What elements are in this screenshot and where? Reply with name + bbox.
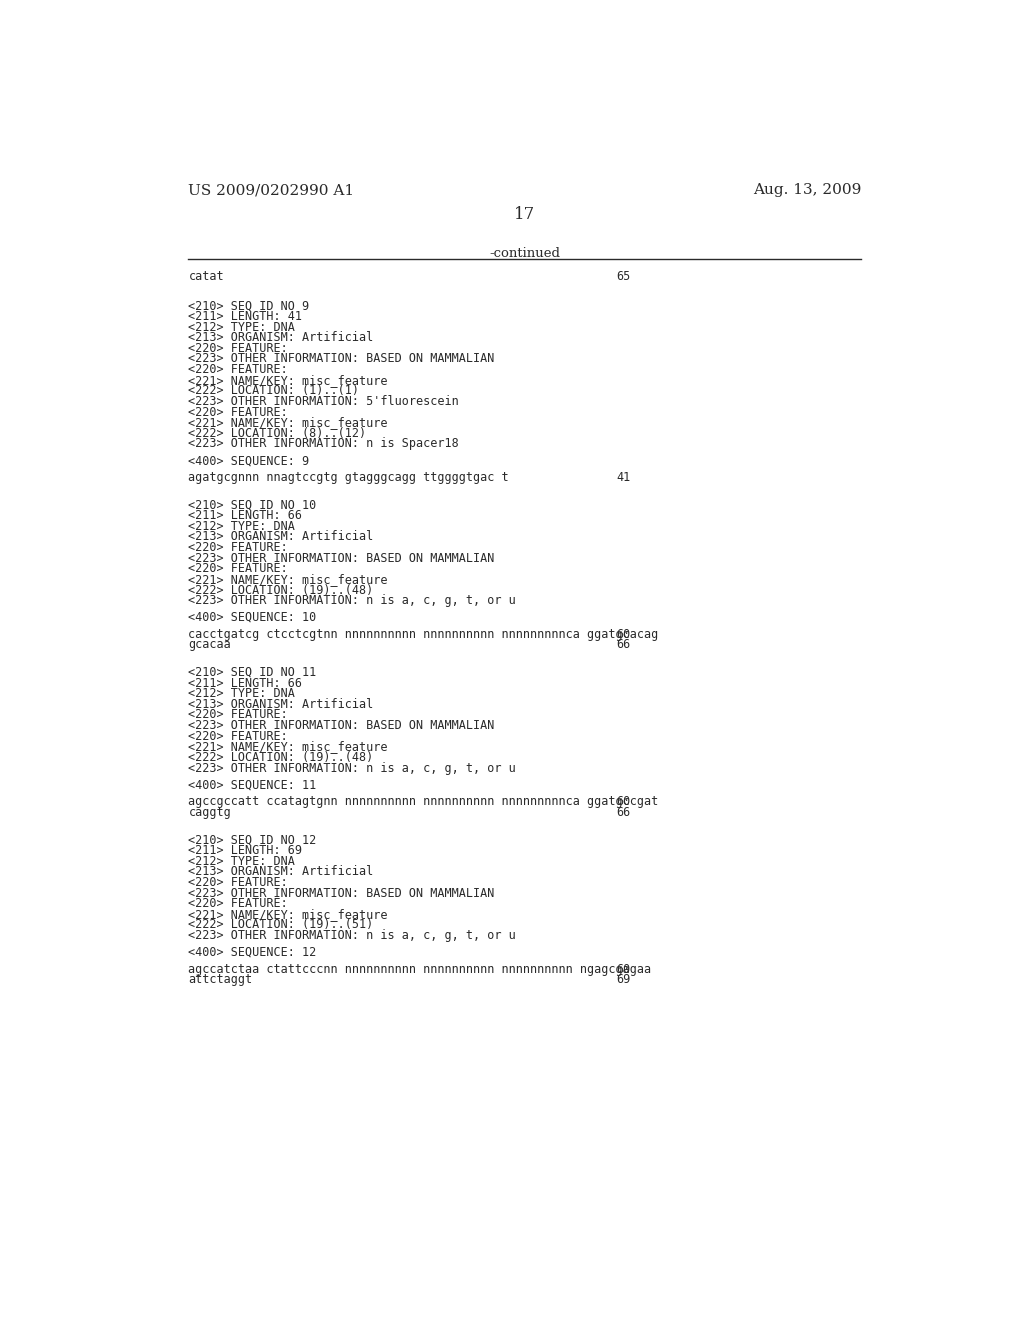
Text: <223> OTHER INFORMATION: n is a, c, g, t, or u: <223> OTHER INFORMATION: n is a, c, g, t… — [188, 929, 516, 942]
Text: <221> NAME/KEY: misc_feature: <221> NAME/KEY: misc_feature — [188, 908, 388, 921]
Text: <221> NAME/KEY: misc_feature: <221> NAME/KEY: misc_feature — [188, 416, 388, 429]
Text: 69: 69 — [616, 973, 631, 986]
Text: caggtg: caggtg — [188, 805, 231, 818]
Text: 65: 65 — [616, 271, 631, 282]
Text: <212> TYPE: DNA: <212> TYPE: DNA — [188, 321, 295, 334]
Text: <220> FEATURE:: <220> FEATURE: — [188, 709, 288, 722]
Text: US 2009/0202990 A1: US 2009/0202990 A1 — [188, 183, 354, 197]
Text: <211> LENGTH: 69: <211> LENGTH: 69 — [188, 843, 302, 857]
Text: <210> SEQ ID NO 9: <210> SEQ ID NO 9 — [188, 300, 309, 313]
Text: <212> TYPE: DNA: <212> TYPE: DNA — [188, 520, 295, 533]
Text: <210> SEQ ID NO 11: <210> SEQ ID NO 11 — [188, 667, 316, 678]
Text: agccatctaa ctattcccnn nnnnnnnnnn nnnnnnnnnn nnnnnnnnnn ngagcgagaa: agccatctaa ctattcccnn nnnnnnnnnn nnnnnnn… — [188, 962, 651, 975]
Text: <223> OTHER INFORMATION: n is a, c, g, t, or u: <223> OTHER INFORMATION: n is a, c, g, t… — [188, 594, 516, 607]
Text: <400> SEQUENCE: 12: <400> SEQUENCE: 12 — [188, 946, 316, 958]
Text: 66: 66 — [616, 805, 631, 818]
Text: <223> OTHER INFORMATION: BASED ON MAMMALIAN: <223> OTHER INFORMATION: BASED ON MAMMAL… — [188, 352, 495, 366]
Text: 17: 17 — [514, 206, 536, 223]
Text: <222> LOCATION: (19)..(48): <222> LOCATION: (19)..(48) — [188, 751, 374, 764]
Text: <223> OTHER INFORMATION: BASED ON MAMMALIAN: <223> OTHER INFORMATION: BASED ON MAMMAL… — [188, 552, 495, 565]
Text: <213> ORGANISM: Artificial: <213> ORGANISM: Artificial — [188, 865, 374, 878]
Text: <223> OTHER INFORMATION: BASED ON MAMMALIAN: <223> OTHER INFORMATION: BASED ON MAMMAL… — [188, 719, 495, 733]
Text: Aug. 13, 2009: Aug. 13, 2009 — [753, 183, 861, 197]
Text: <220> FEATURE:: <220> FEATURE: — [188, 405, 288, 418]
Text: attctaggt: attctaggt — [188, 973, 253, 986]
Text: <222> LOCATION: (19)..(48): <222> LOCATION: (19)..(48) — [188, 583, 374, 597]
Text: <222> LOCATION: (1)..(1): <222> LOCATION: (1)..(1) — [188, 384, 359, 397]
Text: 60: 60 — [616, 962, 631, 975]
Text: <220> FEATURE:: <220> FEATURE: — [188, 730, 288, 743]
Text: gcacaa: gcacaa — [188, 639, 231, 651]
Text: <222> LOCATION: (19)..(51): <222> LOCATION: (19)..(51) — [188, 919, 374, 932]
Text: <221> NAME/KEY: misc_feature: <221> NAME/KEY: misc_feature — [188, 374, 388, 387]
Text: 41: 41 — [616, 471, 631, 484]
Text: <213> ORGANISM: Artificial: <213> ORGANISM: Artificial — [188, 698, 374, 711]
Text: <400> SEQUENCE: 9: <400> SEQUENCE: 9 — [188, 454, 309, 467]
Text: <210> SEQ ID NO 10: <210> SEQ ID NO 10 — [188, 499, 316, 512]
Text: <221> NAME/KEY: misc_feature: <221> NAME/KEY: misc_feature — [188, 741, 388, 754]
Text: <220> FEATURE:: <220> FEATURE: — [188, 363, 288, 376]
Text: <220> FEATURE:: <220> FEATURE: — [188, 342, 288, 355]
Text: cacctgatcg ctcctcgtnn nnnnnnnnnn nnnnnnnnnn nnnnnnnnnca ggatgcacag: cacctgatcg ctcctcgtnn nnnnnnnnnn nnnnnnn… — [188, 628, 658, 640]
Text: <220> FEATURE:: <220> FEATURE: — [188, 898, 288, 909]
Text: <213> ORGANISM: Artificial: <213> ORGANISM: Artificial — [188, 531, 374, 544]
Text: <222> LOCATION: (8)..(12): <222> LOCATION: (8)..(12) — [188, 426, 367, 440]
Text: <223> OTHER INFORMATION: BASED ON MAMMALIAN: <223> OTHER INFORMATION: BASED ON MAMMAL… — [188, 887, 495, 899]
Text: <400> SEQUENCE: 11: <400> SEQUENCE: 11 — [188, 779, 316, 792]
Text: <210> SEQ ID NO 12: <210> SEQ ID NO 12 — [188, 833, 316, 846]
Text: <212> TYPE: DNA: <212> TYPE: DNA — [188, 688, 295, 700]
Text: <223> OTHER INFORMATION: 5'fluorescein: <223> OTHER INFORMATION: 5'fluorescein — [188, 395, 459, 408]
Text: 66: 66 — [616, 639, 631, 651]
Text: 60: 60 — [616, 628, 631, 640]
Text: <220> FEATURE:: <220> FEATURE: — [188, 876, 288, 888]
Text: <220> FEATURE:: <220> FEATURE: — [188, 541, 288, 554]
Text: -continued: -continued — [489, 247, 560, 260]
Text: agccgccatt ccatagtgnn nnnnnnnnnn nnnnnnnnnn nnnnnnnnnca ggatgccgat: agccgccatt ccatagtgnn nnnnnnnnnn nnnnnnn… — [188, 795, 658, 808]
Text: <211> LENGTH: 66: <211> LENGTH: 66 — [188, 677, 302, 689]
Text: <213> ORGANISM: Artificial: <213> ORGANISM: Artificial — [188, 331, 374, 345]
Text: <211> LENGTH: 66: <211> LENGTH: 66 — [188, 510, 302, 523]
Text: <400> SEQUENCE: 10: <400> SEQUENCE: 10 — [188, 611, 316, 624]
Text: <221> NAME/KEY: misc_feature: <221> NAME/KEY: misc_feature — [188, 573, 388, 586]
Text: 60: 60 — [616, 795, 631, 808]
Text: <223> OTHER INFORMATION: n is Spacer18: <223> OTHER INFORMATION: n is Spacer18 — [188, 437, 459, 450]
Text: agatgcgnnn nnagtccgtg gtagggcagg ttggggtgac t: agatgcgnnn nnagtccgtg gtagggcagg ttggggt… — [188, 471, 509, 484]
Text: <211> LENGTH: 41: <211> LENGTH: 41 — [188, 310, 302, 323]
Text: catat: catat — [188, 271, 224, 282]
Text: <223> OTHER INFORMATION: n is a, c, g, t, or u: <223> OTHER INFORMATION: n is a, c, g, t… — [188, 762, 516, 775]
Text: <220> FEATURE:: <220> FEATURE: — [188, 562, 288, 576]
Text: <212> TYPE: DNA: <212> TYPE: DNA — [188, 854, 295, 867]
